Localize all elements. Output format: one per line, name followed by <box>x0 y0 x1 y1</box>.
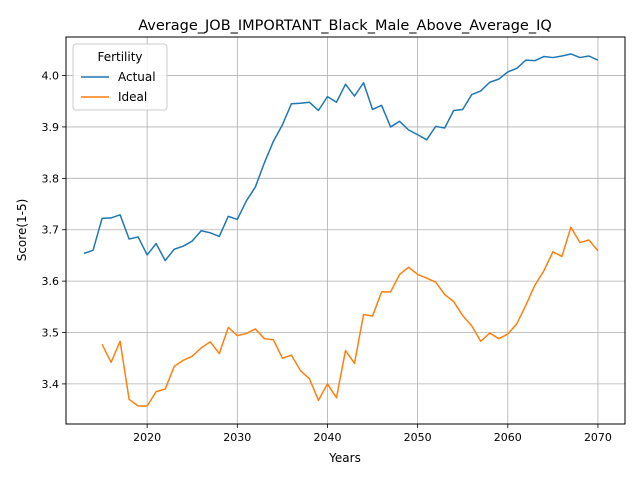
y-tick-label: 4.0 <box>42 70 60 83</box>
x-tick-label: 2060 <box>494 431 522 444</box>
y-tick-label: 3.4 <box>42 378 60 391</box>
x-tick-label: 2070 <box>584 431 612 444</box>
legend-box <box>72 43 168 111</box>
y-tick-label: 3.6 <box>42 275 60 288</box>
y-tick-label: 3.8 <box>42 172 60 185</box>
plot-area-frame <box>65 36 626 425</box>
legend-title: Fertility <box>97 50 142 64</box>
grid <box>66 37 625 424</box>
x-axis-ticks: 2020 2030 2040 2050 2060 2070 <box>133 424 612 444</box>
series-line-ideal <box>101 226 599 407</box>
x-axis-label: Years <box>328 451 361 465</box>
x-tick-label: 2040 <box>313 431 341 444</box>
y-axis-label: Score(1-5) <box>15 199 29 262</box>
x-tick-label: 2030 <box>223 431 251 444</box>
legend: Fertility Actual Ideal <box>72 43 168 111</box>
y-axis-ticks: 3.4 3.5 3.6 3.7 3.8 3.9 4.0 <box>42 70 66 391</box>
x-tick-label: 2050 <box>404 431 432 444</box>
y-tick-label: 3.9 <box>42 121 60 134</box>
y-tick-label: 3.7 <box>42 224 60 237</box>
legend-label-actual: Actual <box>118 70 156 84</box>
series-line-actual <box>83 53 599 262</box>
x-tick-label: 2020 <box>133 431 161 444</box>
y-tick-label: 3.5 <box>42 327 60 340</box>
legend-label-ideal: Ideal <box>118 90 147 104</box>
series-lines <box>83 53 599 407</box>
chart-title: Average_JOB_IMPORTANT_Black_Male_Above_A… <box>138 18 552 34</box>
